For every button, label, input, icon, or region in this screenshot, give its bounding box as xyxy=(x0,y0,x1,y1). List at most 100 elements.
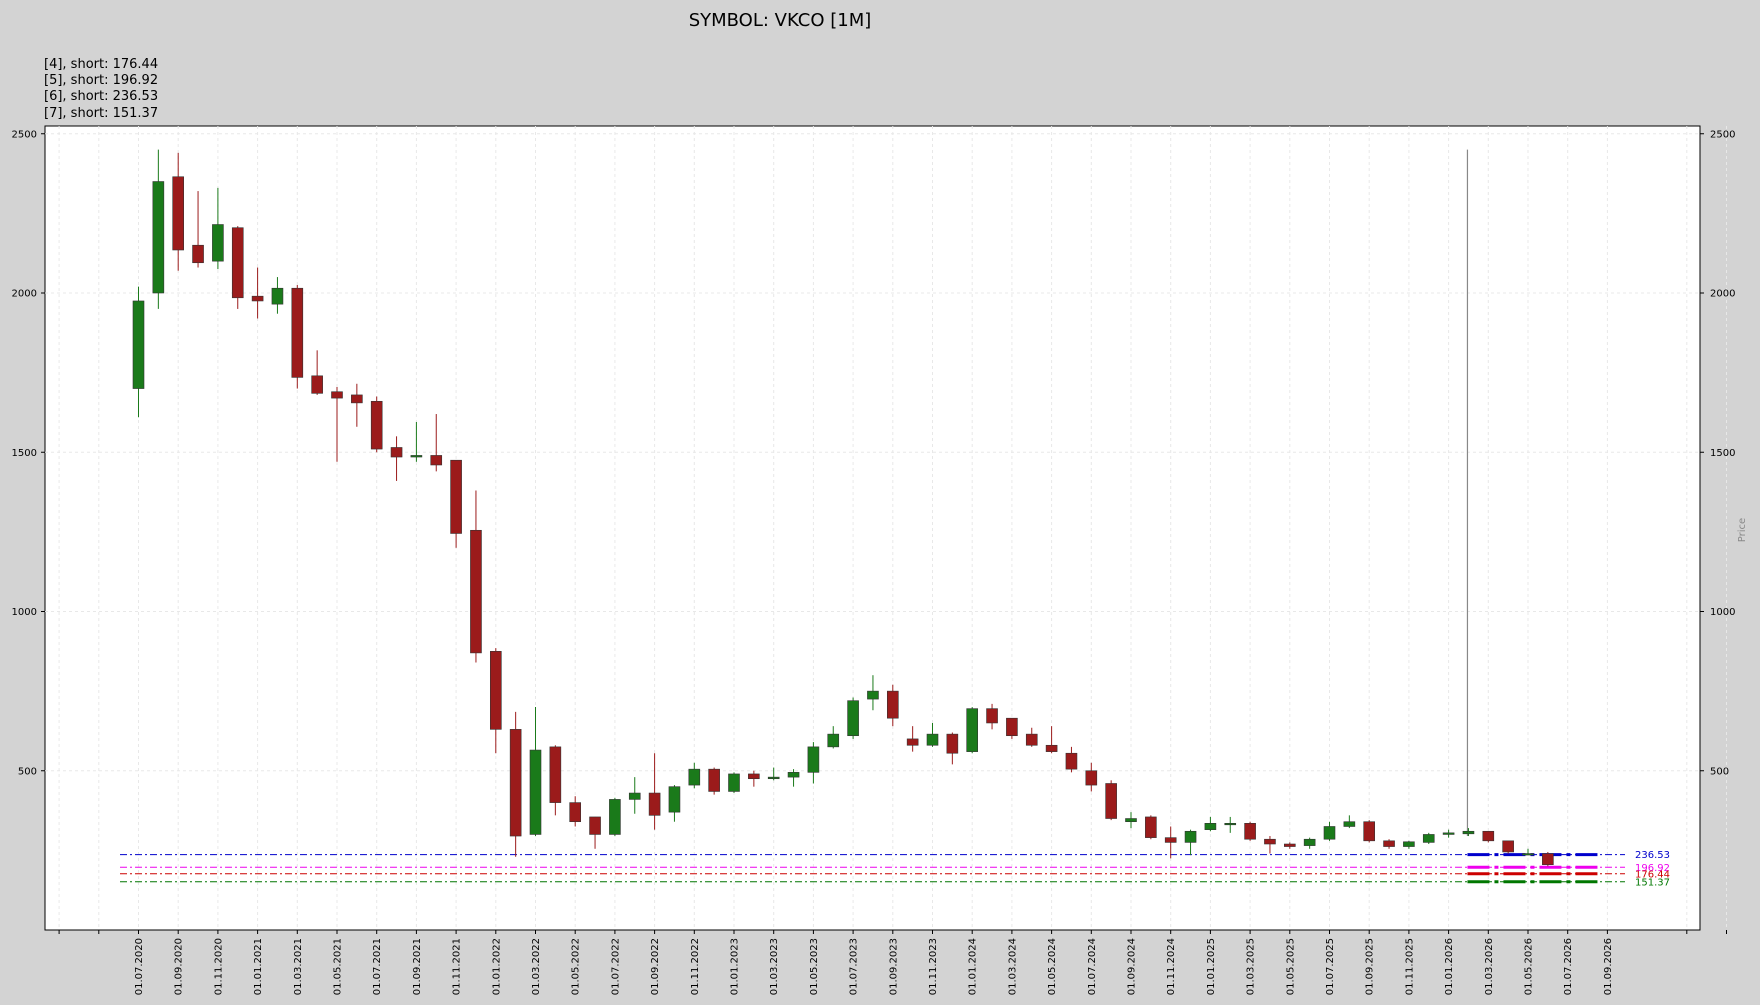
candle-body xyxy=(748,773,760,780)
x-tick-label: 01.11.2021 xyxy=(452,938,463,995)
candle-body xyxy=(886,690,899,719)
x-tick-label: 01.07.2023 xyxy=(849,938,860,995)
x-tick-label: 01.09.2025 xyxy=(1365,938,1376,995)
candle-body xyxy=(986,708,998,724)
x-tick-label: 01.03.2023 xyxy=(769,938,780,995)
x-tick-label: 01.09.2024 xyxy=(1127,938,1138,995)
candle-body xyxy=(430,455,443,466)
x-tick-label: 01.09.2020 xyxy=(174,938,185,995)
y-axis-label: Price xyxy=(1737,518,1748,542)
candle-body xyxy=(271,287,284,305)
legend-entry: [7], short: 151.37 xyxy=(44,106,158,121)
axes: 500 500 1000 1000 1500 1500 2000 2000 2500 2500 01… xyxy=(12,129,1736,995)
x-tick-label: 01.07.2024 xyxy=(1087,938,1098,995)
candle-body xyxy=(648,792,661,816)
candle-body xyxy=(807,746,820,773)
candle-body xyxy=(767,776,780,780)
level-label: 176.44 xyxy=(1635,869,1670,880)
y-tick-label: 2000 xyxy=(12,289,37,300)
candle-body xyxy=(549,746,562,803)
x-tick-label: 01.03.2021 xyxy=(293,938,304,995)
candle-body xyxy=(1105,783,1117,819)
candle-body xyxy=(1403,841,1415,847)
candle-body xyxy=(1442,832,1455,835)
x-tick-label: 01.05.2022 xyxy=(571,938,582,995)
candle-body xyxy=(1502,840,1514,853)
candle-body xyxy=(787,772,800,778)
y-tick-label: 500 xyxy=(18,766,37,777)
candle-body xyxy=(410,455,423,458)
x-tick-label: 01.03.2022 xyxy=(531,938,542,995)
plot-area xyxy=(44,125,1701,931)
candle-body xyxy=(1085,770,1098,786)
x-tick-label: 01.09.2026 xyxy=(1603,938,1614,995)
candle-body xyxy=(1244,823,1256,840)
legend-entry: [6], short: 236.53 xyxy=(44,89,158,104)
x-tick-label: 01.05.2024 xyxy=(1047,938,1058,995)
candle-body xyxy=(1224,823,1237,826)
x-tick-label: 01.05.2023 xyxy=(809,938,820,995)
candle-body xyxy=(1383,840,1395,847)
candle-body xyxy=(1522,853,1534,856)
x-tick-label: 01.11.2023 xyxy=(928,938,939,995)
candle-body xyxy=(251,295,264,302)
candle-body xyxy=(212,224,224,262)
x-tick-label: 01.11.2020 xyxy=(213,938,224,995)
x-tick-label: 01.05.2026 xyxy=(1524,938,1535,995)
candle-body xyxy=(1025,733,1038,746)
x-tick-label: 01.07.2020 xyxy=(134,938,145,995)
candle-body xyxy=(529,749,542,835)
candle-body xyxy=(351,394,363,404)
legend-entry: [5], short: 196.92 xyxy=(44,73,158,88)
candle-body xyxy=(966,708,979,752)
y-tick-label: 1000 xyxy=(12,607,37,618)
x-tick-label: 01.07.2022 xyxy=(610,938,621,995)
candle-body xyxy=(1125,818,1137,823)
x-tick-label: 01.01.2025 xyxy=(1206,938,1217,995)
x-tick-label: 01.05.2021 xyxy=(333,938,344,995)
x-tick-label: 01.01.2022 xyxy=(491,938,502,995)
x-tick-label: 01.01.2021 xyxy=(253,938,264,995)
candle-body xyxy=(1462,830,1475,835)
candle-body xyxy=(569,802,582,823)
x-tick-label: 01.11.2025 xyxy=(1404,938,1415,995)
chart-title: SYMBOL: VKCO [1M] xyxy=(689,10,872,31)
candle-body xyxy=(311,375,323,394)
candle-body xyxy=(867,690,879,700)
x-tick-label: 01.09.2023 xyxy=(888,938,899,995)
candle-body xyxy=(1284,843,1296,847)
x-tick-label: 01.05.2025 xyxy=(1285,938,1296,995)
candle-body xyxy=(1542,853,1554,866)
candle-body xyxy=(1264,838,1276,845)
candle-body xyxy=(450,459,462,534)
candle-body xyxy=(1045,744,1058,752)
grid xyxy=(45,126,1727,930)
candle-body xyxy=(1184,830,1197,843)
x-tick-label: 01.01.2026 xyxy=(1444,938,1455,995)
candle-body xyxy=(609,799,621,835)
candle-body xyxy=(1204,823,1217,830)
candles xyxy=(132,149,1554,867)
candle-body xyxy=(1343,821,1356,827)
y-tick-label: 1000 xyxy=(1710,607,1735,618)
x-tick-label: 01.03.2024 xyxy=(1007,938,1018,995)
candle-body xyxy=(509,729,522,837)
y-tick-label: 2500 xyxy=(1710,129,1735,140)
candle-body xyxy=(906,738,919,746)
candle-body xyxy=(489,651,502,730)
candle-body xyxy=(470,529,482,654)
candle-body xyxy=(1145,816,1157,838)
candle-body xyxy=(1065,752,1078,770)
candle-body xyxy=(708,768,720,792)
x-tick-label: 01.03.2026 xyxy=(1484,938,1495,995)
x-tick-label: 01.07.2021 xyxy=(372,938,383,995)
candle-body xyxy=(231,227,244,299)
candle-body xyxy=(132,300,145,389)
level-label: 196.92 xyxy=(1635,863,1670,874)
candle-body xyxy=(926,733,939,746)
candle-body xyxy=(589,816,601,835)
x-tick-label: 01.07.2025 xyxy=(1325,938,1336,995)
y-tick-label: 2000 xyxy=(1710,289,1735,300)
